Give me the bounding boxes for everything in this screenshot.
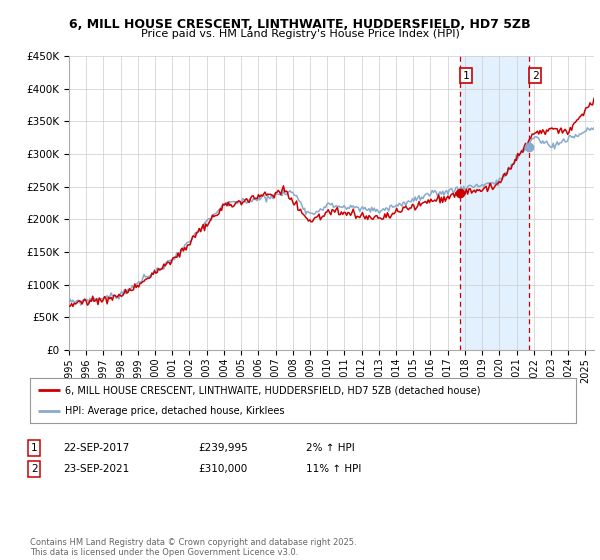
- Text: 2: 2: [532, 71, 538, 81]
- Text: 23-SEP-2021: 23-SEP-2021: [63, 464, 129, 474]
- Text: 2: 2: [31, 464, 38, 474]
- Text: Contains HM Land Registry data © Crown copyright and database right 2025.
This d: Contains HM Land Registry data © Crown c…: [30, 538, 356, 557]
- Text: 6, MILL HOUSE CRESCENT, LINTHWAITE, HUDDERSFIELD, HD7 5ZB: 6, MILL HOUSE CRESCENT, LINTHWAITE, HUDD…: [69, 18, 531, 31]
- Text: 1: 1: [463, 71, 470, 81]
- Text: 11% ↑ HPI: 11% ↑ HPI: [306, 464, 361, 474]
- Text: Price paid vs. HM Land Registry's House Price Index (HPI): Price paid vs. HM Land Registry's House …: [140, 29, 460, 39]
- Text: £239,995: £239,995: [198, 443, 248, 453]
- Text: 6, MILL HOUSE CRESCENT, LINTHWAITE, HUDDERSFIELD, HD7 5ZB (detached house): 6, MILL HOUSE CRESCENT, LINTHWAITE, HUDD…: [65, 385, 481, 395]
- Text: 22-SEP-2017: 22-SEP-2017: [63, 443, 129, 453]
- Text: £310,000: £310,000: [198, 464, 247, 474]
- Text: HPI: Average price, detached house, Kirklees: HPI: Average price, detached house, Kirk…: [65, 405, 285, 416]
- Text: 1: 1: [31, 443, 38, 453]
- Bar: [460, 56, 529, 350]
- Text: 2% ↑ HPI: 2% ↑ HPI: [306, 443, 355, 453]
